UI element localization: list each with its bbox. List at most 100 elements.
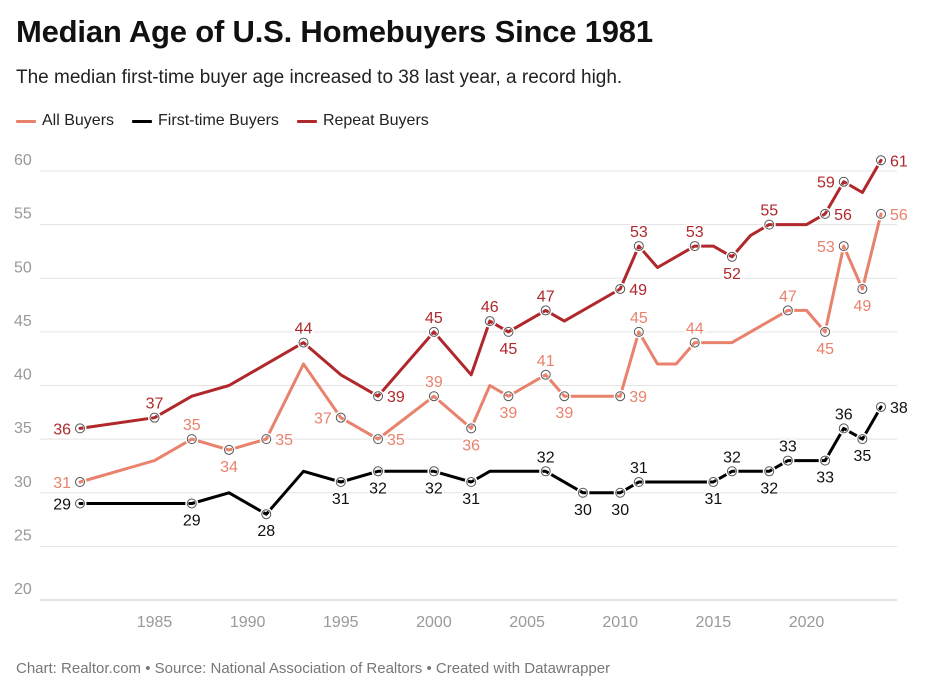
marker-first-time-buyers-2016 <box>726 466 737 477</box>
marker-first-time-buyers-2015 <box>708 477 719 488</box>
x-tick-label-1985: 1985 <box>137 614 173 631</box>
y-tick-label-30: 30 <box>14 474 32 491</box>
data-label-all-buyers-2006: 41 <box>537 353 555 370</box>
legend-swatch-all-buyers <box>16 119 36 123</box>
x-tick-label-1995: 1995 <box>323 614 359 631</box>
chart-footer: Chart: Realtor.com • Source: National As… <box>16 660 611 677</box>
data-label-all-buyers-2019: 47 <box>779 288 797 305</box>
data-label-first-time-buyers-2016: 32 <box>723 449 741 466</box>
marker-all-buyers-2007 <box>559 391 570 402</box>
data-label-first-time-buyers-1987: 29 <box>183 512 201 529</box>
data-label-repeat-buyers-2006: 47 <box>537 288 555 305</box>
data-label-first-time-buyers-2018: 32 <box>760 480 778 497</box>
data-label-repeat-buyers-2022: 59 <box>817 175 835 192</box>
data-label-all-buyers-1991: 35 <box>275 432 293 449</box>
legend-swatch-repeat-buyers <box>296 119 317 123</box>
y-tick-label-50: 50 <box>14 259 32 276</box>
data-label-repeat-buyers-1993: 44 <box>295 321 313 338</box>
data-label-repeat-buyers-2003: 46 <box>481 299 499 316</box>
x-tick-label-2015: 2015 <box>696 614 732 631</box>
x-tick-label-2010: 2010 <box>602 614 638 631</box>
legend: All Buyers First-time Buyers Repeat Buye… <box>16 112 429 130</box>
marker-repeat-buyers-2014 <box>689 241 700 252</box>
data-label-first-time-buyers-2002: 31 <box>462 491 480 508</box>
data-label-first-time-buyers-2010: 30 <box>611 502 629 519</box>
x-tick-label-2005: 2005 <box>509 614 545 631</box>
data-label-first-time-buyers-2006: 32 <box>537 449 555 466</box>
marker-repeat-buyers-2024 <box>876 155 886 166</box>
marker-all-buyers-2010 <box>615 391 626 402</box>
marker-all-buyers-2014 <box>689 337 700 348</box>
marker-repeat-buyers-2004 <box>503 326 514 337</box>
marker-all-buyers-1995 <box>335 412 346 423</box>
series-layer <box>73 153 888 521</box>
marker-repeat-buyers-2018 <box>764 219 775 230</box>
marker-all-buyers-2023 <box>857 283 868 294</box>
data-label-first-time-buyers-2021: 33 <box>816 470 834 487</box>
grid-layer <box>40 170 897 601</box>
x-tick-label-1990: 1990 <box>230 614 266 631</box>
marker-repeat-buyers-1997 <box>373 391 384 402</box>
marker-all-buyers-2002 <box>466 423 477 434</box>
marker-all-buyers-1997 <box>373 434 384 445</box>
data-label-first-time-buyers-2011: 31 <box>630 460 648 477</box>
series-line-repeat-buyers <box>78 158 883 430</box>
legend-label-all-buyers: All Buyers <box>42 112 115 129</box>
data-label-first-time-buyers-2008: 30 <box>574 502 592 519</box>
data-label-repeat-buyers-2014: 53 <box>686 224 704 241</box>
marker-first-time-buyers-1995 <box>335 477 346 488</box>
marker-first-time-buyers-2011 <box>633 477 644 488</box>
marker-repeat-buyers-1981 <box>75 423 85 434</box>
marker-all-buyers-1987 <box>186 434 197 445</box>
series-line-first-time-buyers <box>78 405 883 516</box>
data-label-first-time-buyers-1995: 31 <box>332 491 350 508</box>
marker-first-time-buyers-1991 <box>261 509 272 520</box>
marker-first-time-buyers-2024 <box>876 401 886 412</box>
data-label-all-buyers-2014: 44 <box>686 321 704 338</box>
data-label-all-buyers-2011: 45 <box>630 310 648 327</box>
data-label-all-buyers-2004: 39 <box>500 405 518 422</box>
data-label-first-time-buyers-2000: 32 <box>425 480 443 497</box>
y-tick-label-20: 20 <box>14 581 32 598</box>
marker-all-buyers-1991 <box>261 434 272 445</box>
marker-repeat-buyers-2010 <box>615 283 626 294</box>
y-tick-label-60: 60 <box>14 152 32 169</box>
legend-label-first-time-buyers: First-time Buyers <box>158 112 279 129</box>
data-label-all-buyers-2022: 53 <box>817 239 835 256</box>
data-label-all-buyers-1997: 35 <box>387 432 405 449</box>
data-label-repeat-buyers-2024: 61 <box>890 153 908 170</box>
marker-all-buyers-2006 <box>540 369 551 380</box>
marker-all-buyers-2024 <box>876 208 886 219</box>
marker-first-time-buyers-2000 <box>428 466 439 477</box>
data-label-first-time-buyers-2024: 38 <box>890 400 908 417</box>
marker-first-time-buyers-2019 <box>782 455 793 466</box>
y-tick-label-25: 25 <box>14 527 32 544</box>
chart-subtitle: The median first-time buyer age increase… <box>16 67 623 88</box>
data-label-repeat-buyers-2010: 49 <box>629 282 647 299</box>
marker-all-buyers-2022 <box>838 241 849 252</box>
data-label-first-time-buyers-1991: 28 <box>257 523 275 540</box>
data-label-repeat-buyers-1985: 37 <box>146 396 164 413</box>
data-label-first-time-buyers-2022: 36 <box>835 406 853 423</box>
data-label-all-buyers-2010: 39 <box>629 389 647 406</box>
data-label-all-buyers-2007: 39 <box>555 405 573 422</box>
legend-label-repeat-buyers: Repeat Buyers <box>322 112 429 129</box>
legend-item-first-time-buyers: First-time Buyers <box>132 112 279 130</box>
marker-all-buyers-1989 <box>224 444 235 455</box>
data-label-all-buyers-2024: 56 <box>890 207 908 224</box>
marker-all-buyers-2019 <box>782 305 793 316</box>
marker-first-time-buyers-2023 <box>857 434 868 445</box>
y-tick-label-45: 45 <box>14 313 32 330</box>
marker-first-time-buyers-2008 <box>577 487 588 498</box>
marker-repeat-buyers-2000 <box>428 326 439 337</box>
x-tick-label-2020: 2020 <box>789 614 825 631</box>
data-label-all-buyers-2002: 36 <box>462 437 480 454</box>
marker-first-time-buyers-2018 <box>764 466 775 477</box>
legend-swatch-first-time-buyers <box>132 119 153 123</box>
marker-repeat-buyers-2016 <box>726 251 737 262</box>
marker-repeat-buyers-1993 <box>298 337 309 348</box>
data-label-all-buyers-1995: 37 <box>314 411 332 428</box>
legend-item-all-buyers: All Buyers <box>16 112 114 130</box>
marker-repeat-buyers-2006 <box>540 305 551 316</box>
data-label-repeat-buyers-1981: 36 <box>53 421 71 438</box>
